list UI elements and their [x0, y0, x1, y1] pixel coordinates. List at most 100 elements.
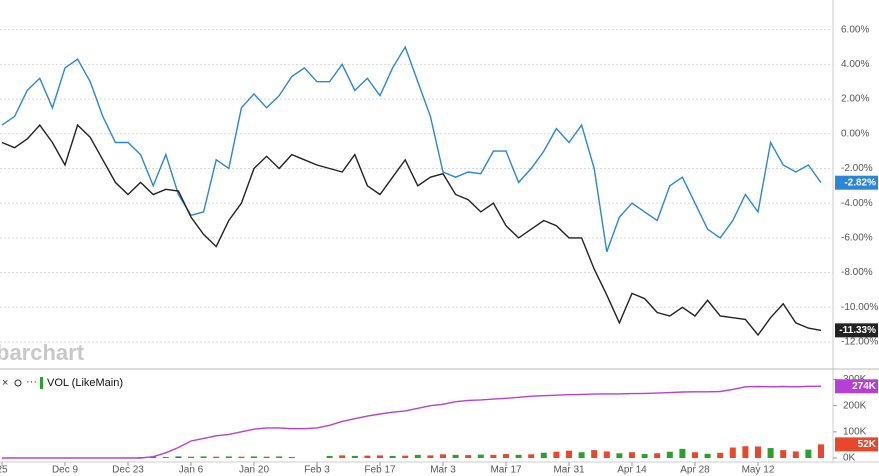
volume-bar [666, 451, 673, 458]
volume-bar [566, 450, 572, 458]
last-value-label: -11.33% [839, 325, 876, 336]
last-value-tag: -11.33% [835, 323, 878, 338]
volume-bar [603, 451, 610, 458]
volume-bar [780, 450, 787, 458]
volume-bar [351, 455, 358, 458]
last-value-label: 274K [852, 381, 877, 392]
tag-box [835, 437, 878, 452]
y-tick-label: -4.00% [841, 198, 873, 209]
x-tick-label: Apr 14 [617, 465, 647, 476]
volume-bar [641, 454, 648, 458]
volume-bar [616, 453, 623, 458]
volume-bar [162, 456, 169, 458]
x-tick-label: Jan 20 [239, 465, 269, 476]
volume-bar [477, 454, 484, 458]
y-tick-label: 200K [843, 400, 867, 411]
volume-bar [490, 454, 497, 458]
volume-bar [717, 452, 724, 458]
volume-bar [364, 455, 371, 458]
volume-bar [288, 456, 295, 458]
volume-bar [251, 456, 257, 458]
y-tick-label: 100K [843, 426, 867, 437]
volume-bar [755, 446, 761, 458]
x-tick-label: Mar 3 [430, 465, 456, 476]
y-tick-label: 0.00% [841, 128, 869, 139]
y-tick-label: -6.00% [841, 233, 873, 244]
watermark: barchart [0, 340, 85, 365]
volume-bar [263, 456, 270, 458]
volume-bar [692, 452, 698, 458]
volume-bar [503, 454, 509, 458]
volume-bar [200, 456, 207, 458]
volume-bar [225, 456, 232, 458]
volume-bar [326, 455, 333, 458]
volume-bar [792, 451, 799, 458]
volume-bar [213, 456, 220, 458]
volume-bar [452, 454, 459, 458]
last-value-tag: -2.82% [835, 175, 878, 190]
last-value-label: 52K [858, 439, 877, 450]
volume-bar [540, 452, 547, 458]
y-tick-label: -8.00% [841, 267, 873, 278]
volume-bar [553, 451, 560, 458]
volume-bar [377, 455, 383, 458]
volume-bar [339, 455, 346, 458]
volume-bar [742, 446, 749, 458]
volume-bar [515, 454, 522, 458]
volume-bar [679, 448, 686, 458]
eye-icon[interactable] [14, 379, 22, 387]
last-value-tag: 52K [835, 437, 878, 452]
volume-bar [402, 455, 409, 458]
volume-bar [389, 455, 396, 458]
volume-bar [591, 450, 598, 458]
volume-bar [465, 455, 472, 458]
x-tick-label: Feb 3 [304, 465, 330, 476]
tag-box [835, 175, 878, 190]
volume-bar [818, 444, 824, 458]
last-value-tag: 274K [835, 379, 878, 394]
y-tick-label: -2.00% [841, 163, 873, 174]
volume-bar [729, 447, 736, 458]
volume-bar [528, 454, 535, 458]
close-icon[interactable]: × [2, 377, 8, 389]
x-tick-label: 25 [0, 465, 8, 476]
last-value-label: -2.82% [844, 177, 876, 188]
volume-bar [175, 456, 182, 458]
y-tick-label: 4.00% [841, 59, 869, 70]
y-tick-label: -10.00% [841, 302, 878, 313]
x-tick-label: Mar 17 [490, 465, 522, 476]
x-tick-label: Dec 9 [52, 465, 79, 476]
legend-swatch [40, 377, 43, 389]
volume-bar [238, 456, 245, 458]
x-tick-label: Apr 28 [680, 465, 710, 476]
tag-box [835, 323, 878, 338]
x-tick-label: Feb 17 [364, 465, 396, 476]
volume-bar [578, 452, 585, 458]
volume-bar [427, 455, 434, 458]
volume-bar [654, 453, 661, 458]
series-line [1, 123, 822, 337]
volume-bar [805, 449, 812, 458]
legend-label: VOL (LikeMain) [47, 377, 123, 389]
y-tick-label: 0K [843, 453, 856, 464]
volume-bar [414, 454, 421, 458]
volume-bar [188, 456, 194, 458]
volume-bar [629, 452, 635, 458]
y-tick-label: -12.00% [841, 337, 878, 348]
y-tick-label: 2.00% [841, 94, 869, 105]
more-icon[interactable]: ··· [26, 376, 37, 388]
series-line [1, 45, 822, 253]
volume-bar [440, 454, 446, 458]
x-tick-label: Jan 6 [179, 465, 204, 476]
x-tick-label: Mar 31 [553, 465, 585, 476]
tag-box [835, 379, 878, 394]
series-line [2, 385, 821, 459]
x-tick-label: Dec 23 [112, 465, 144, 476]
volume-bar [767, 448, 774, 458]
y-tick-label: 6.00% [841, 24, 869, 35]
volume-legend-icons: × ··· [2, 376, 43, 389]
volume-bar [276, 456, 283, 458]
x-tick-label: May 12 [742, 465, 775, 476]
volume-bar [704, 453, 711, 458]
